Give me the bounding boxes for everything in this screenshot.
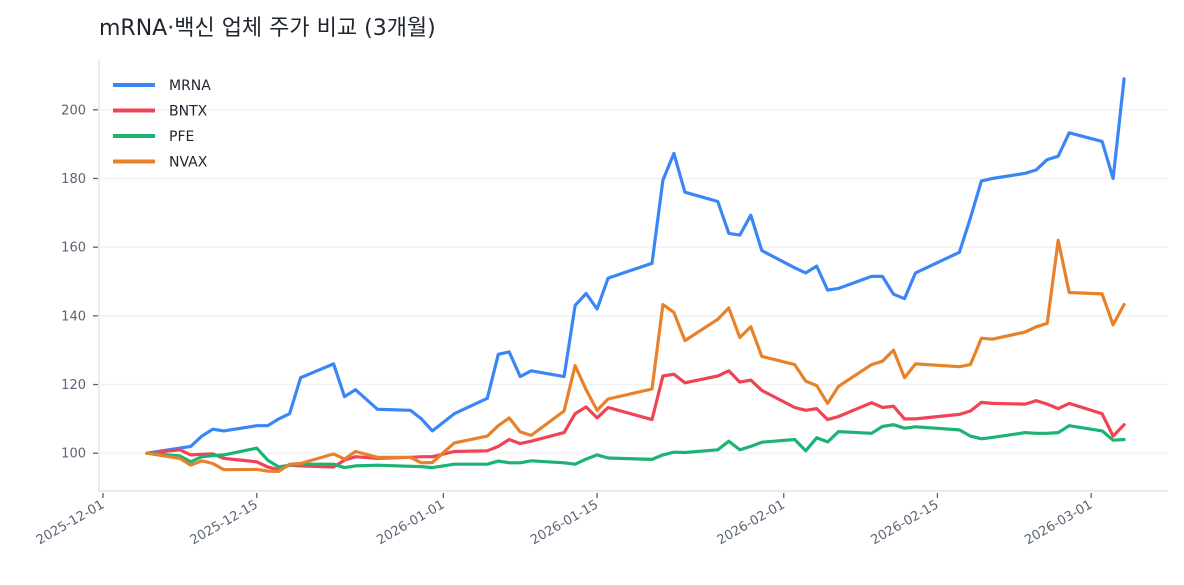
legend-label-pfe: PFE [169, 129, 194, 145]
x-tick-label: 2026-02-01 [715, 497, 788, 548]
y-tick-label: 100 [61, 447, 86, 462]
legend: MRNA BNTX PFE NVAX [113, 78, 211, 171]
y-tick-label: 200 [61, 103, 86, 118]
series-line-mrna [145, 77, 1126, 455]
x-axis: 2025-12-01 2025-12-15 2026-01-01 2026-01-15… [34, 493, 1095, 548]
x-tick-label: 2026-03-01 [1022, 497, 1095, 548]
y-tick-label: 180 [61, 172, 86, 187]
y-tick-label: 140 [61, 309, 86, 324]
gridlines [99, 109, 1168, 454]
series-line-bntx [145, 369, 1126, 472]
legend-label-bntx: BNTX [169, 104, 208, 120]
y-axis: 100 120 140 160 180 200 [61, 103, 98, 462]
x-tick-label: 2026-01-15 [528, 497, 601, 548]
x-tick-label: 2026-02-15 [868, 497, 941, 548]
y-tick-label: 160 [61, 241, 86, 256]
x-tick-label: 2026-01-01 [374, 497, 447, 548]
series-line-pfe [145, 423, 1126, 470]
chart-title: mRNA·백신 업체 주가 비교 (3개월) [99, 16, 436, 41]
legend-label-mrna: MRNA [169, 78, 211, 94]
series-lines [145, 77, 1126, 473]
legend-label-nvax: NVAX [169, 155, 208, 171]
series-line-nvax [145, 238, 1126, 473]
x-tick-label: 2025-12-15 [188, 497, 261, 548]
x-tick-label: 2025-12-01 [34, 497, 107, 548]
y-tick-label: 120 [61, 378, 86, 393]
